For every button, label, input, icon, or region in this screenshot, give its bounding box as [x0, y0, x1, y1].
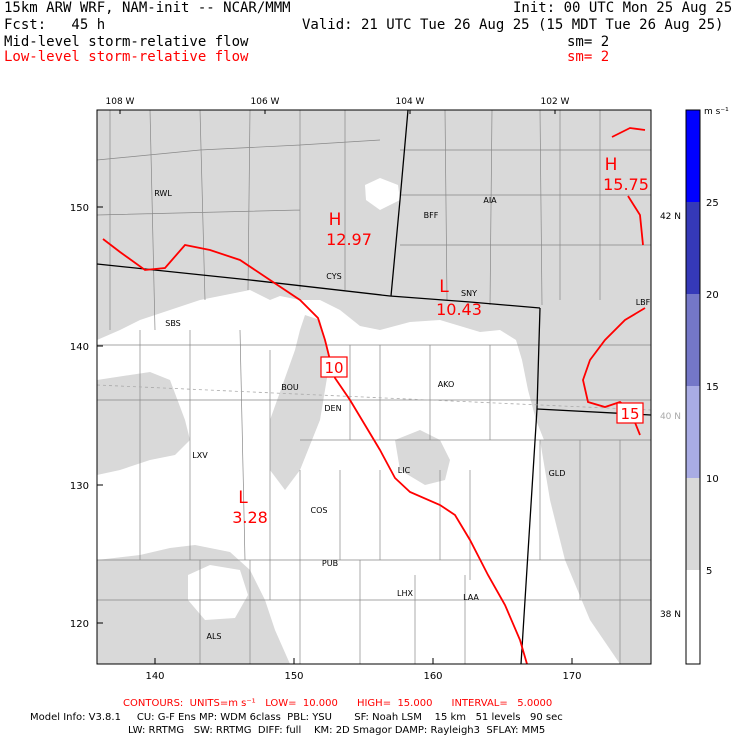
model-title: 15km ARW WRF, NAM-init -- NCAR/MMM: [4, 0, 291, 16]
colorbar-segment: [686, 386, 700, 478]
station-label: AKO: [438, 380, 455, 389]
station-label: COS: [311, 506, 328, 515]
high-symbol: H: [605, 155, 618, 175]
low-symbol: L: [439, 277, 449, 297]
station-label: CYS: [326, 272, 341, 281]
right-axis-label: 42 N: [660, 212, 681, 222]
left-axis-label: 120: [70, 619, 89, 630]
station-label: SBS: [165, 319, 181, 328]
station-label: ALS: [206, 632, 221, 641]
model-info-line2: LW: RRTMG SW: RRTMG DIFF: full KM: 2D Sm…: [128, 725, 546, 736]
colorbar-unit: m s⁻¹: [704, 107, 729, 117]
station-label: LXV: [192, 451, 208, 460]
high-symbol: H: [329, 210, 342, 230]
top-axis-label: 102 W: [541, 97, 570, 107]
colorbar-segment: [686, 202, 700, 294]
colorbar-level: 10: [706, 474, 719, 485]
colorbar-segment: [686, 110, 700, 202]
station-label: BOU: [281, 383, 299, 392]
station-label: LHX: [397, 589, 413, 598]
high-value: 15.75: [603, 175, 649, 194]
contour-label-15: 15: [616, 402, 644, 424]
bottom-axis-label: 140: [145, 671, 164, 682]
left-axis-label: 140: [70, 342, 89, 353]
contour-label-10: 10: [320, 356, 348, 378]
top-axis-label: 104 W: [396, 97, 425, 107]
station-label: DEN: [324, 404, 341, 413]
county-lines: [97, 110, 651, 664]
init-time: Init: 00 UTC Mon 25 Aug 25: [513, 0, 733, 16]
low-value: 10.43: [436, 300, 482, 319]
station-label: GLD: [549, 469, 566, 478]
high-value: 12.97: [326, 230, 372, 249]
field2-smoothing: sm= 2: [567, 49, 610, 65]
station-label: LIC: [398, 466, 411, 475]
station-label: AIA: [483, 196, 497, 205]
bottom-axis-label: 170: [562, 671, 581, 682]
colorbar-level: 25: [706, 198, 719, 209]
station-label: LBF: [636, 298, 651, 307]
left-axis-label: 150: [70, 203, 89, 214]
low-value: 3.28: [232, 508, 268, 527]
station-label: PUB: [322, 559, 338, 568]
field1-smoothing: sm= 2: [567, 34, 610, 50]
right-axis-label: 38 N: [660, 610, 681, 620]
left-axis-label: 130: [70, 481, 89, 492]
colorbar: m s⁻¹ 25 20 15 10 5: [685, 107, 729, 665]
field2-label: Low-level storm-relative flow: [4, 49, 249, 65]
colorbar-level: 5: [706, 566, 712, 577]
shading-holes: [188, 178, 400, 620]
contour-info: CONTOURS: UNITS=m s⁻¹ LOW= 10.000 HIGH= …: [123, 698, 553, 709]
model-info-line1: Model Info: V3.8.1 CU: G-F Ens MP: WDM 6…: [30, 712, 563, 723]
bottom-axis-label: 150: [284, 671, 303, 682]
station-label: SNY: [461, 289, 477, 298]
station-label: LAA: [463, 593, 479, 602]
forecast-hour: Fcst: 45 h: [4, 17, 106, 33]
right-axis-label: 40 N: [660, 412, 681, 422]
axis-ticks: [97, 110, 573, 664]
colorbar-segment: [686, 294, 700, 386]
colorbar-segment: [686, 570, 700, 664]
colorbar-segment: [686, 478, 700, 570]
colorbar-level: 15: [706, 382, 719, 393]
map-border: [96, 109, 652, 665]
station-label: BFF: [424, 211, 439, 220]
field1-label: Mid-level storm-relative flow: [4, 34, 249, 50]
low-symbol: L: [238, 488, 248, 508]
top-axis-label: 108 W: [106, 97, 135, 107]
contour-label-text: 10: [324, 359, 343, 377]
top-axis-label: 106 W: [251, 97, 280, 107]
bottom-axis-label: 160: [423, 671, 442, 682]
colorbar-level: 20: [706, 290, 719, 301]
latitude-line-40n: [97, 384, 651, 411]
station-label: RWL: [154, 189, 172, 198]
contour-label-text: 15: [620, 405, 639, 423]
valid-time: Valid: 21 UTC Tue 26 Aug 25 (15 MDT Tue …: [302, 17, 724, 33]
